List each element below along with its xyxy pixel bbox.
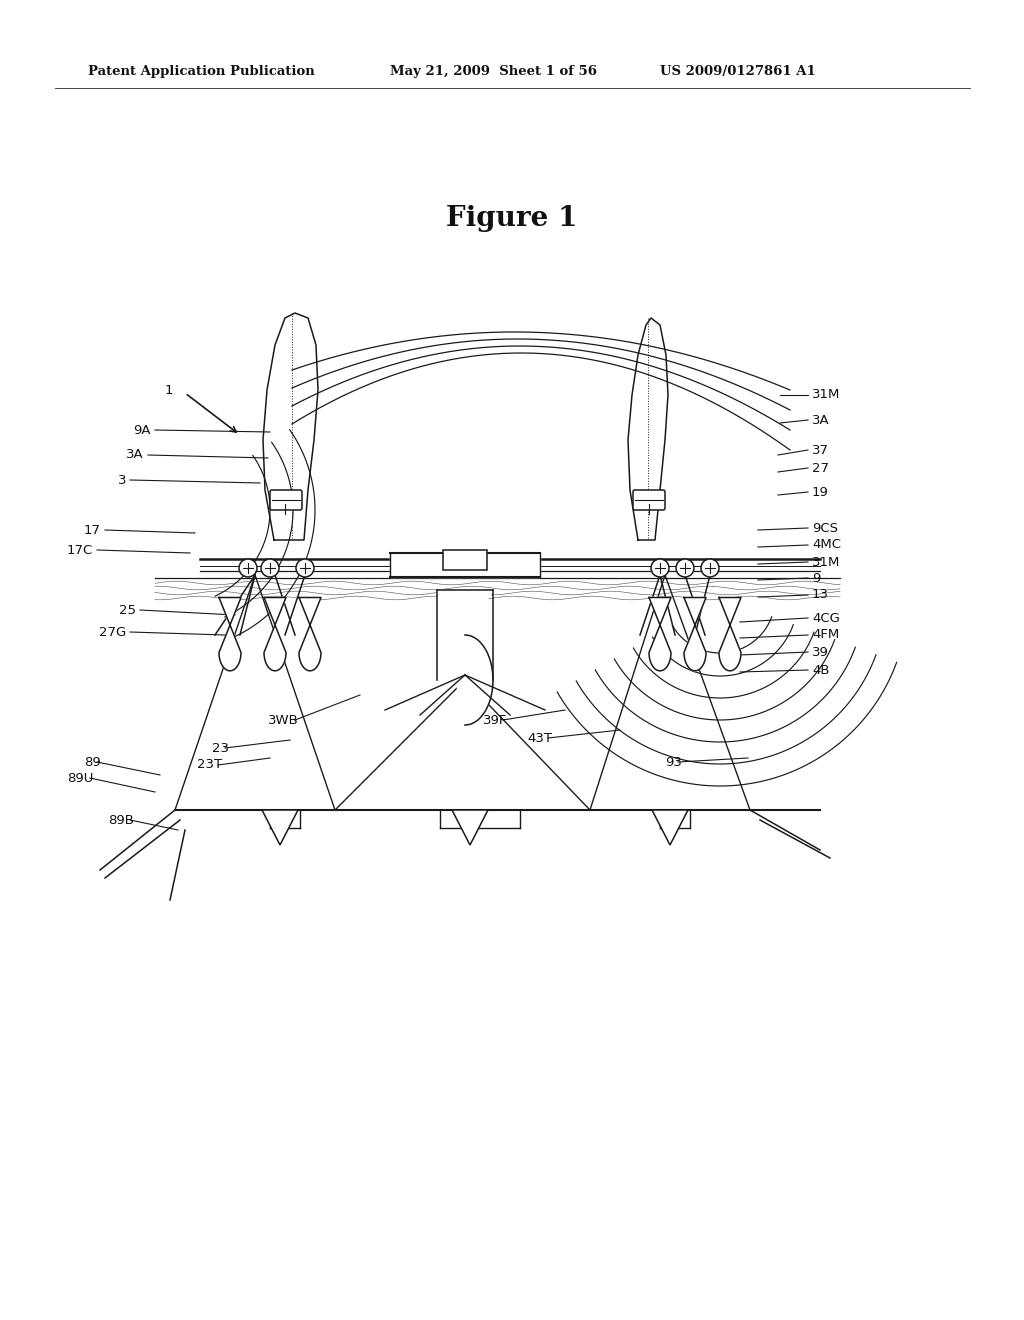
Circle shape: [239, 558, 257, 577]
Text: 37: 37: [812, 444, 829, 457]
Circle shape: [296, 558, 314, 577]
Text: 89: 89: [84, 755, 101, 768]
Text: 43T: 43T: [527, 731, 552, 744]
Text: 1: 1: [165, 384, 173, 396]
Polygon shape: [262, 810, 298, 845]
Polygon shape: [264, 598, 286, 671]
Text: 17C: 17C: [67, 544, 93, 557]
Text: 4MC: 4MC: [812, 539, 841, 552]
Text: 39: 39: [812, 645, 828, 659]
Text: 23T: 23T: [197, 759, 222, 771]
Text: 9A: 9A: [133, 424, 151, 437]
Text: 9: 9: [812, 572, 820, 585]
Polygon shape: [684, 598, 706, 671]
Bar: [443, 550, 487, 570]
Circle shape: [261, 558, 279, 577]
Polygon shape: [299, 598, 321, 671]
Text: 4FM: 4FM: [812, 628, 840, 642]
Polygon shape: [263, 313, 318, 540]
Text: 13: 13: [812, 589, 829, 602]
Circle shape: [651, 558, 669, 577]
FancyBboxPatch shape: [633, 490, 665, 510]
Text: Figure 1: Figure 1: [446, 205, 578, 231]
Text: 89B: 89B: [109, 813, 134, 826]
Text: 4B: 4B: [812, 664, 829, 676]
Text: 3A: 3A: [126, 449, 144, 462]
Text: 19: 19: [812, 486, 828, 499]
Text: 3: 3: [118, 474, 126, 487]
Text: May 21, 2009  Sheet 1 of 56: May 21, 2009 Sheet 1 of 56: [390, 66, 597, 78]
Text: 31M: 31M: [812, 556, 841, 569]
Text: 3WB: 3WB: [268, 714, 299, 726]
Text: 27G: 27G: [98, 626, 126, 639]
Text: 27: 27: [812, 462, 829, 474]
Text: Patent Application Publication: Patent Application Publication: [88, 66, 314, 78]
Text: 39F: 39F: [482, 714, 507, 726]
Polygon shape: [437, 590, 493, 725]
Text: 23: 23: [212, 742, 229, 755]
Polygon shape: [200, 558, 820, 572]
Text: 9CS: 9CS: [812, 521, 838, 535]
Text: 25: 25: [119, 603, 136, 616]
Text: 93: 93: [666, 755, 682, 768]
Text: 4CG: 4CG: [812, 611, 840, 624]
Polygon shape: [452, 810, 488, 845]
Polygon shape: [719, 598, 741, 671]
Polygon shape: [219, 598, 241, 671]
Polygon shape: [652, 810, 688, 845]
Circle shape: [701, 558, 719, 577]
Circle shape: [676, 558, 694, 577]
Text: 89U: 89U: [68, 771, 94, 784]
Text: 31M: 31M: [812, 388, 841, 401]
Polygon shape: [390, 553, 540, 577]
Text: 17: 17: [84, 524, 101, 536]
Text: US 2009/0127861 A1: US 2009/0127861 A1: [660, 66, 816, 78]
Polygon shape: [628, 318, 668, 540]
FancyBboxPatch shape: [270, 490, 302, 510]
Text: 3A: 3A: [812, 413, 829, 426]
Polygon shape: [649, 598, 671, 671]
